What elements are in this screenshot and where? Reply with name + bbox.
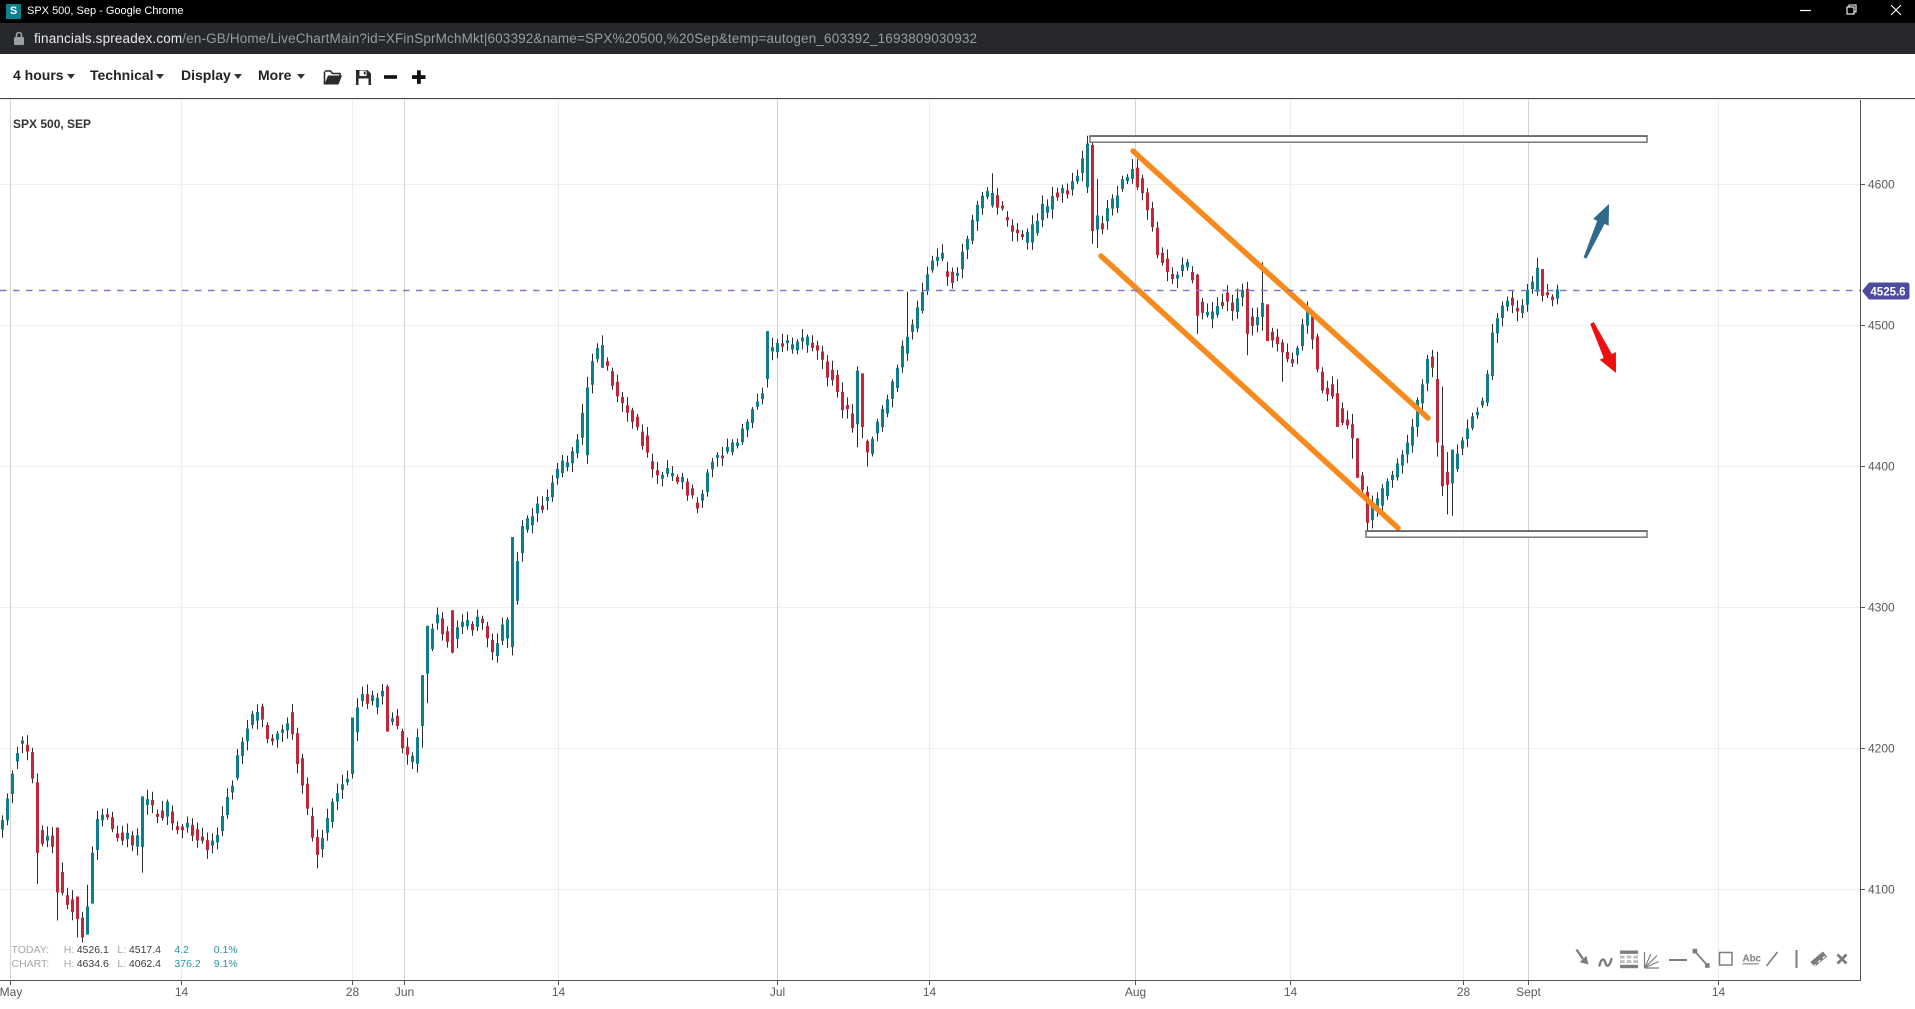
svg-text:4525.6: 4525.6 [1870,287,1905,299]
svg-text:4517.4: 4517.4 [129,944,161,956]
svg-text:Jul: Jul [770,985,785,999]
svg-text:14: 14 [923,985,937,999]
svg-text:May: May [0,985,22,999]
svg-text:4062.4: 4062.4 [129,958,161,970]
svg-text:376.2: 376.2 [174,958,200,970]
svg-text:4300: 4300 [1868,601,1895,615]
svg-text:4500: 4500 [1868,319,1895,333]
svg-text:SPX 500, SEP: SPX 500, SEP [13,117,91,131]
svg-text:CHART:: CHART: [12,958,50,970]
svg-text:4526.1: 4526.1 [77,944,109,956]
svg-text:4634.6: 4634.6 [77,958,109,970]
svg-text:H:: H: [64,958,75,970]
svg-text:Jun: Jun [395,985,414,999]
svg-text:H:: H: [64,944,75,956]
svg-text:4600: 4600 [1868,178,1895,192]
svg-text:4200: 4200 [1868,742,1895,756]
svg-text:28: 28 [346,985,360,999]
svg-text:L:: L: [117,958,126,970]
svg-text:Aug: Aug [1125,985,1146,999]
svg-text:14: 14 [175,985,189,999]
svg-text:TODAY:: TODAY: [12,944,50,956]
svg-text:Abc: Abc [1743,954,1762,965]
svg-text:14: 14 [552,985,566,999]
svg-text:14: 14 [1712,985,1726,999]
svg-text:L:: L: [117,944,126,956]
svg-text:14: 14 [1284,985,1298,999]
svg-text:4400: 4400 [1868,460,1895,474]
svg-text:4.2: 4.2 [174,944,189,956]
svg-text:4100: 4100 [1868,883,1895,897]
svg-text:0.1%: 0.1% [214,944,238,956]
svg-text:28: 28 [1457,985,1471,999]
svg-text:9.1%: 9.1% [214,958,238,970]
svg-text:Sept: Sept [1516,985,1541,999]
